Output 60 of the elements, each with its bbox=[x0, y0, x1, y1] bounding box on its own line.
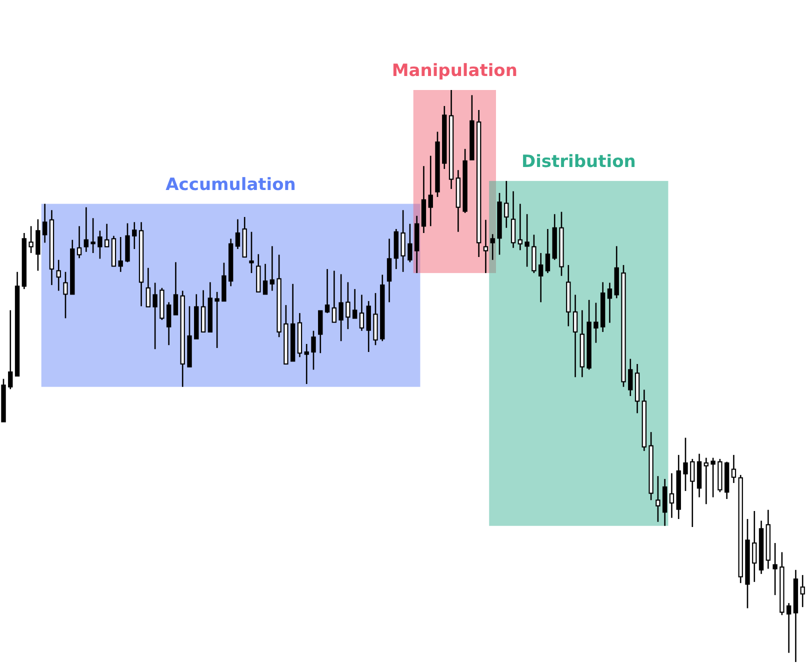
candlestick bbox=[428, 155, 433, 227]
candlestick bbox=[98, 230, 102, 260]
candlestick bbox=[628, 358, 633, 397]
candlestick bbox=[504, 180, 509, 228]
candlestick bbox=[572, 294, 578, 378]
text: Manipulation bbox=[392, 61, 518, 81]
candlestick bbox=[710, 457, 716, 498]
candlestick bbox=[304, 343, 309, 385]
candlestick bbox=[545, 228, 550, 274]
candlestick bbox=[152, 282, 158, 350]
candlestick bbox=[42, 203, 48, 244]
candlestick bbox=[483, 219, 488, 274]
candlestick bbox=[408, 223, 412, 263]
candlestick bbox=[173, 262, 178, 316]
candlestick bbox=[669, 472, 674, 519]
candlestick bbox=[8, 310, 13, 390]
candlestick bbox=[338, 274, 344, 342]
candlestick bbox=[28, 225, 34, 254]
candlestick bbox=[311, 330, 316, 370]
candlestick bbox=[235, 218, 240, 250]
candlestick bbox=[490, 233, 495, 261]
candlestick bbox=[76, 225, 82, 259]
candlestick bbox=[752, 510, 757, 583]
candlestick bbox=[118, 236, 123, 273]
candlestick bbox=[146, 267, 151, 308]
candlestick bbox=[607, 282, 612, 324]
candlestick bbox=[704, 457, 709, 505]
candlestick bbox=[386, 238, 392, 303]
candlestick bbox=[594, 302, 598, 344]
candlestick bbox=[786, 602, 792, 654]
candlestick bbox=[524, 213, 530, 268]
candlestick bbox=[166, 302, 172, 346]
candlestick bbox=[270, 246, 275, 292]
candlestick bbox=[656, 475, 660, 523]
candlestick bbox=[90, 217, 96, 254]
candlestick bbox=[324, 268, 330, 314]
candlestick bbox=[63, 271, 68, 319]
candlestick bbox=[36, 218, 40, 272]
candlestick bbox=[346, 282, 350, 330]
candlestick bbox=[772, 542, 778, 596]
candlestick bbox=[104, 223, 110, 248]
candlestick bbox=[214, 291, 220, 349]
candlestick bbox=[690, 458, 695, 528]
candlestick bbox=[318, 310, 323, 354]
candlestick bbox=[332, 270, 337, 323]
candlestick bbox=[400, 209, 406, 273]
candlestick bbox=[352, 288, 358, 319]
annotation: Accumulation bbox=[166, 174, 296, 195]
candlestick bbox=[518, 203, 523, 251]
candlestick bbox=[56, 259, 61, 292]
candlestick bbox=[538, 252, 544, 303]
candlestick bbox=[683, 437, 688, 492]
candlestick bbox=[359, 294, 364, 332]
annotation: Distribution bbox=[521, 152, 636, 172]
candlestick bbox=[510, 190, 516, 249]
candlestick bbox=[84, 206, 89, 253]
candlestick bbox=[132, 221, 137, 250]
candlestick bbox=[262, 263, 268, 295]
candlestick bbox=[731, 454, 736, 484]
candlestick bbox=[249, 231, 254, 274]
